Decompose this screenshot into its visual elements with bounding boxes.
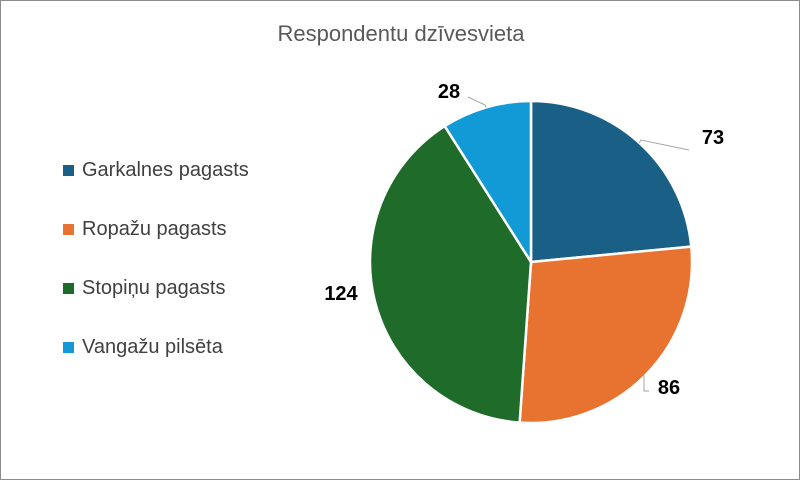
chart-title: Respondentu dzīvesvieta bbox=[277, 21, 525, 46]
legend-label: Stopiņu pagasts bbox=[82, 277, 226, 299]
leader-line-vangazu bbox=[467, 96, 487, 108]
legend: Garkalnes pagasts Ropažu pagasts Stopiņu… bbox=[63, 141, 249, 377]
legend-item-vangazu: Vangažu pilsēta bbox=[63, 318, 249, 377]
legend-item-stopinu: Stopiņu pagasts bbox=[63, 259, 249, 318]
legend-swatch-ropazu bbox=[63, 224, 74, 235]
legend-label: Vangažu pilsēta bbox=[82, 336, 223, 358]
legend-label: Garkalnes pagasts bbox=[82, 159, 249, 181]
data-label-stopinu: 124 bbox=[324, 283, 358, 305]
data-label-garkalnes: 73 bbox=[702, 127, 724, 149]
legend-swatch-stopinu bbox=[63, 283, 74, 294]
legend-item-garkalnes: Garkalnes pagasts bbox=[63, 141, 249, 200]
legend-swatch-garkalnes bbox=[63, 165, 74, 176]
legend-item-ropazu: Ropažu pagasts bbox=[63, 200, 249, 259]
legend-label: Ropažu pagasts bbox=[82, 218, 227, 240]
leader-line-ropazu bbox=[643, 374, 649, 392]
pie-slice-vangazu bbox=[442, 99, 533, 267]
data-label-ropazu: 86 bbox=[658, 377, 680, 399]
leader-line-garkalnes bbox=[638, 139, 690, 151]
pie-slice-ropazu bbox=[518, 245, 694, 425]
pie-slice-garkalnes bbox=[529, 99, 693, 264]
data-label-vangazu: 28 bbox=[438, 81, 460, 103]
legend-swatch-vangazu bbox=[63, 342, 74, 353]
